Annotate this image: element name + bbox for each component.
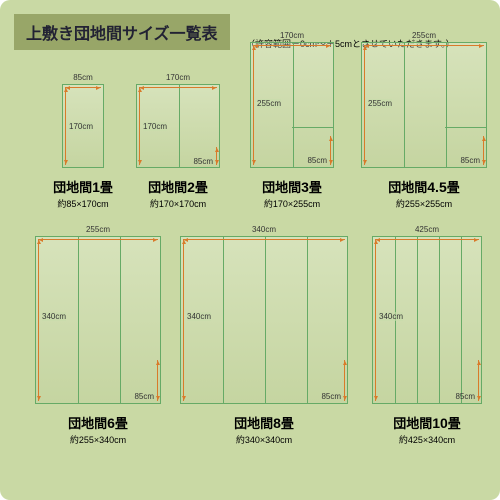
mat-diagram: 425cm340cm85cm (372, 236, 482, 404)
caption-prefix: 団地間 (262, 180, 301, 195)
dim-height: 340cm (34, 237, 46, 403)
dim-height-label: 170cm (143, 122, 167, 131)
dim-width: 170cm (137, 83, 219, 95)
page: 上敷き団地間サイズ一覧表 （許容範囲－0cm～＋5cmとさせていただきます。） … (0, 0, 500, 500)
dim-sub-label: 85cm (134, 392, 154, 401)
dim-width-label: 170cm (251, 31, 333, 40)
caption: 団地間3畳 (242, 177, 342, 196)
caption-suffix: 畳 (447, 180, 460, 195)
dim-height: 170cm (61, 85, 73, 167)
caption-tatami: 3 (301, 179, 309, 195)
dim-height-label: 340cm (379, 312, 403, 321)
dim-height-label: 255cm (257, 99, 281, 108)
caption-dims: 約170×170cm (128, 197, 228, 210)
caption-suffix: 畳 (115, 416, 128, 431)
caption-prefix: 団地間 (53, 180, 92, 195)
caption: 団地間6畳 (28, 413, 168, 432)
dim-height-label: 255cm (368, 99, 392, 108)
dim-height-label: 170cm (69, 122, 93, 131)
caption-tatami: 6 (107, 415, 115, 431)
caption-suffix: 畳 (100, 180, 113, 195)
dim-width-label: 255cm (362, 31, 486, 40)
mat-diagram: 85cm170cm (62, 84, 104, 168)
dim-width-label: 340cm (181, 225, 347, 234)
caption-dims: 約340×340cm (174, 433, 354, 446)
size-cell-d8: 340cm340cm85cm団地間8畳約340×340cm (174, 236, 354, 446)
dim-sub-label: 85cm (455, 392, 475, 401)
dim-width-label: 425cm (373, 225, 481, 234)
dim-height-label: 340cm (187, 312, 211, 321)
dim-sub: 85cm (323, 134, 335, 167)
caption-dims: 約170×255cm (242, 197, 342, 210)
dim-sub: 85cm (150, 358, 162, 403)
caption-prefix: 団地間 (68, 416, 107, 431)
dim-sub: 85cm (471, 358, 483, 403)
dim-height: 255cm (360, 43, 372, 167)
caption-dims: 約255×255cm (354, 197, 494, 210)
caption: 団地間2畳 (128, 177, 228, 196)
size-cell-d10: 425cm340cm85cm団地間10畳約425×340cm (362, 236, 492, 446)
size-cell-d1: 85cm170cm団地間1畳約85×170cm (48, 84, 118, 210)
caption-dims: 約425×340cm (362, 433, 492, 446)
caption-prefix: 団地間 (234, 416, 273, 431)
dim-sub: 85cm (476, 134, 488, 167)
caption-dims: 約255×340cm (28, 433, 168, 446)
dim-width: 340cm (181, 235, 347, 247)
size-cell-d45: 255cm255cm85cm団地間4.5畳約255×255cm (354, 42, 494, 210)
dim-sub-label: 85cm (321, 392, 341, 401)
caption-prefix: 団地間 (148, 180, 187, 195)
mat-diagram: 170cm170cm85cm (136, 84, 220, 168)
caption-suffix: 畳 (309, 180, 322, 195)
size-cell-d2: 170cm170cm85cm団地間2畳約170×170cm (128, 84, 228, 210)
dim-width-label: 85cm (63, 73, 103, 82)
dim-height: 340cm (179, 237, 191, 403)
caption-tatami: 4.5 (427, 179, 446, 195)
dim-width: 425cm (373, 235, 481, 247)
mat-diagram: 340cm340cm85cm (180, 236, 348, 404)
caption-prefix: 団地間 (388, 180, 427, 195)
mat-diagram: 255cm255cm85cm (361, 42, 487, 168)
caption-suffix: 畳 (195, 180, 208, 195)
dim-height-label: 340cm (42, 312, 66, 321)
dim-sub: 85cm (337, 358, 349, 403)
dim-width: 255cm (36, 235, 160, 247)
mat-diagram: 255cm340cm85cm (35, 236, 161, 404)
dim-height: 340cm (371, 237, 383, 403)
dim-sub: 85cm (209, 145, 221, 167)
dim-sub-label: 85cm (307, 156, 327, 165)
caption: 団地間8畳 (174, 413, 354, 432)
dim-width: 170cm (251, 41, 333, 53)
caption: 団地間1畳 (48, 177, 118, 196)
caption-tatami: 1 (92, 179, 100, 195)
caption-dims: 約85×170cm (48, 197, 118, 210)
caption-suffix: 畳 (281, 416, 294, 431)
caption-tatami: 8 (273, 415, 281, 431)
size-cell-d6: 255cm340cm85cm団地間6畳約255×340cm (28, 236, 168, 446)
caption-prefix: 団地間 (393, 416, 432, 431)
dim-width-label: 170cm (137, 73, 219, 82)
caption-tatami: 10 (432, 415, 448, 431)
mat-diagram: 170cm255cm85cm (250, 42, 334, 168)
size-grid: 85cm170cm団地間1畳約85×170cm170cm170cm85cm団地間… (14, 50, 486, 480)
caption-suffix: 畳 (448, 416, 461, 431)
dim-height: 170cm (135, 85, 147, 167)
size-cell-d3: 170cm255cm85cm団地間3畳約170×255cm (242, 42, 342, 210)
dim-width: 255cm (362, 41, 486, 53)
dim-sub-label: 85cm (460, 156, 480, 165)
caption: 団地間4.5畳 (354, 177, 494, 196)
dim-sub-label: 85cm (193, 157, 213, 166)
dim-height: 255cm (249, 43, 261, 167)
caption-tatami: 2 (187, 179, 195, 195)
title-bar: 上敷き団地間サイズ一覧表 (14, 14, 230, 50)
caption: 団地間10畳 (362, 413, 492, 432)
dim-width-label: 255cm (36, 225, 160, 234)
